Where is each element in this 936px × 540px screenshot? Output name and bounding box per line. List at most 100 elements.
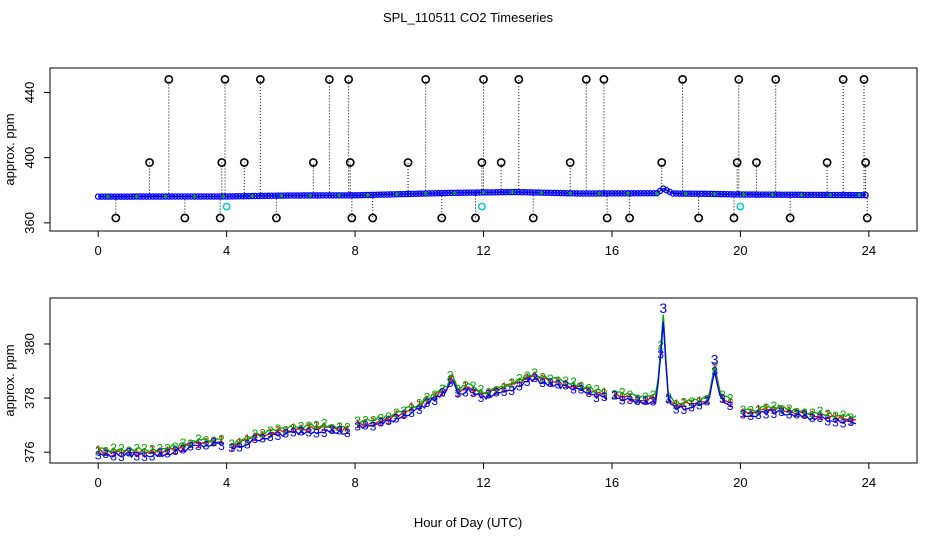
baseline-point	[210, 193, 218, 200]
series-marker-1: 1	[478, 387, 485, 401]
baseline-point	[171, 193, 179, 200]
series-marker-1: 1	[763, 402, 770, 416]
baseline-point	[104, 193, 112, 200]
baseline-point	[313, 192, 320, 199]
baseline-point	[769, 191, 776, 198]
baseline-point	[788, 191, 796, 198]
series-marker-3: 3	[809, 411, 816, 425]
series-marker-1: 1	[447, 373, 454, 387]
baseline-point	[595, 190, 603, 197]
outlier-point	[785, 213, 795, 223]
series-marker-3: 3	[794, 407, 801, 421]
baseline-point	[589, 190, 596, 197]
series-marker-1: 1	[164, 444, 171, 458]
outlier-point	[215, 213, 225, 223]
outlier-point	[734, 75, 744, 84]
baseline-point	[271, 192, 279, 199]
series-marker-2: 2	[344, 421, 351, 435]
series-marker-2: 2	[601, 386, 608, 400]
series-marker-3: 3	[385, 414, 392, 428]
series-marker-2: 2	[786, 402, 793, 416]
series-marker-2: 2	[275, 422, 282, 436]
baseline-point	[583, 190, 590, 197]
baseline-point	[435, 189, 442, 197]
x-tick-label: 16	[605, 243, 619, 258]
series-marker-2: 2	[305, 419, 312, 433]
series-marker-1: 1	[532, 369, 539, 383]
baseline-point-green	[742, 192, 746, 197]
baseline-point-green	[626, 191, 630, 195]
baseline-point	[422, 190, 429, 197]
series-marker-2: 2	[627, 388, 634, 402]
baseline-point	[139, 193, 147, 200]
series-marker-2: 2	[809, 406, 816, 420]
outlier-point	[255, 75, 265, 84]
series-marker-2: 2	[508, 376, 515, 390]
baseline-point-green	[770, 193, 775, 197]
baseline-point	[560, 189, 568, 197]
series-marker-3: 3	[236, 440, 243, 454]
series-marker-3: 3	[547, 376, 554, 390]
series-marker-3: 3	[290, 425, 297, 439]
series-marker-3: 3	[344, 426, 351, 440]
series-marker-1: 1	[601, 386, 608, 400]
series-marker-3: 3	[719, 392, 726, 406]
baseline-point	[804, 191, 812, 199]
baseline-point	[258, 192, 266, 200]
x-tick-label: 4	[223, 243, 230, 258]
baseline-point	[197, 193, 205, 200]
series-marker-3: 3	[377, 415, 384, 429]
baseline-point	[692, 190, 699, 197]
series-marker-2: 2	[203, 433, 210, 447]
baseline-point	[229, 193, 237, 200]
series-marker-2: 2	[794, 405, 801, 419]
baseline-point	[486, 189, 494, 196]
x-tick-label: 24	[862, 243, 876, 258]
baseline-point	[335, 192, 343, 199]
outlier-point	[180, 213, 190, 223]
series-marker-2: 2	[110, 441, 117, 455]
baseline-point	[123, 193, 131, 200]
series-marker-1: 1	[673, 397, 680, 411]
series-marker-1: 1	[642, 393, 649, 407]
series-marker-2: 2	[236, 436, 243, 450]
baseline-point	[470, 189, 478, 196]
baseline-point	[502, 188, 510, 196]
baseline-point	[348, 192, 356, 199]
series-marker-3: 3	[305, 425, 312, 439]
baseline-point	[457, 189, 465, 196]
baseline-point	[355, 191, 362, 199]
series-marker-2: 2	[336, 420, 343, 434]
outlier-point	[859, 75, 869, 84]
baseline-point	[730, 191, 738, 198]
y-tick-label: 378	[22, 387, 37, 409]
baseline-point	[820, 191, 828, 199]
series-marker-1: 1	[141, 445, 148, 459]
baseline-point	[798, 191, 805, 199]
baseline-point	[319, 192, 327, 199]
series-marker-1: 1	[118, 446, 125, 460]
series-marker-1: 1	[228, 440, 235, 454]
baseline-point-green	[308, 193, 312, 198]
baseline-point	[200, 193, 208, 200]
baseline-point	[175, 193, 182, 200]
series-marker-3: 3	[501, 385, 508, 399]
baseline-point	[351, 192, 359, 199]
series-marker-3: 3	[478, 391, 485, 405]
outlier-point	[694, 213, 704, 223]
outlier-point	[217, 158, 227, 167]
series-marker-1: 1	[321, 420, 328, 434]
series-marker-1: 1	[809, 408, 816, 422]
baseline-point	[322, 192, 330, 199]
series-marker-3: 3	[447, 376, 454, 390]
baseline-point-green	[221, 194, 225, 199]
x-tick-label: 4	[223, 475, 230, 490]
series-marker-3: 3	[532, 371, 539, 385]
series-marker-1: 1	[848, 414, 855, 428]
series-marker-2: 2	[141, 442, 148, 456]
baseline-point	[294, 192, 301, 199]
series-marker-2: 2	[282, 424, 289, 438]
series-marker-2: 2	[228, 437, 235, 451]
baseline-point	[409, 190, 417, 198]
baseline-point	[297, 192, 304, 199]
